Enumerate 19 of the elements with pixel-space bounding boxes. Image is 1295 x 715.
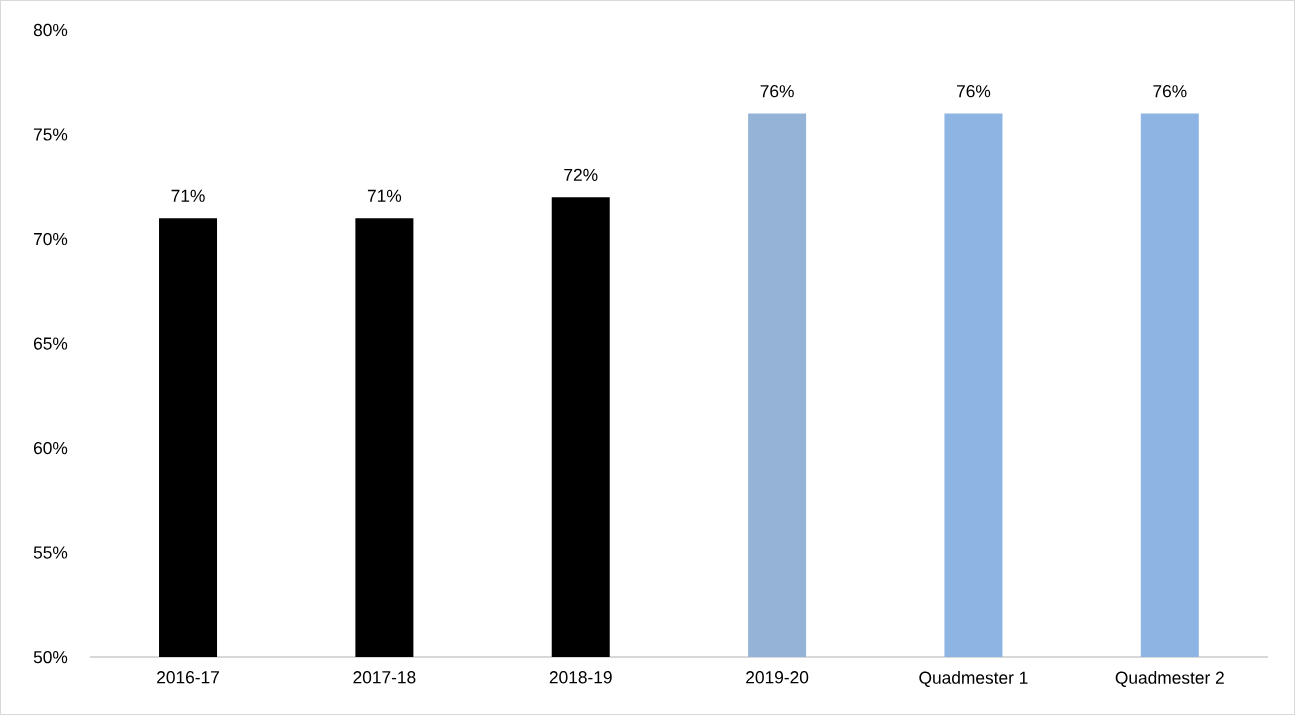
x-tick-label: 2017-18 xyxy=(353,671,416,684)
y-tick-label: 50% xyxy=(33,650,68,664)
y-tick-label: 65% xyxy=(33,337,68,350)
data-label: 72% xyxy=(564,168,598,181)
data-label: 76% xyxy=(957,85,991,98)
x-tick-label: 2016-17 xyxy=(157,671,219,684)
x-tick-label: Quadmester 2 xyxy=(1115,671,1224,687)
x-tick-label: 2018-19 xyxy=(549,671,612,684)
data-label: 76% xyxy=(1153,85,1187,98)
data-label: 71% xyxy=(367,189,402,202)
data-label: 76% xyxy=(760,85,794,98)
data-label: 71% xyxy=(171,189,205,202)
y-tick-label: 70% xyxy=(34,232,68,246)
x-tick-label: 2019-20 xyxy=(746,671,809,684)
y-tick-label: 80% xyxy=(33,23,68,37)
x-tick-label: Quadmester 1 xyxy=(919,671,1028,687)
y-tick-label: 75% xyxy=(34,128,68,141)
y-tick-label: 55% xyxy=(33,546,68,559)
y-tick-label: 60% xyxy=(33,441,68,455)
